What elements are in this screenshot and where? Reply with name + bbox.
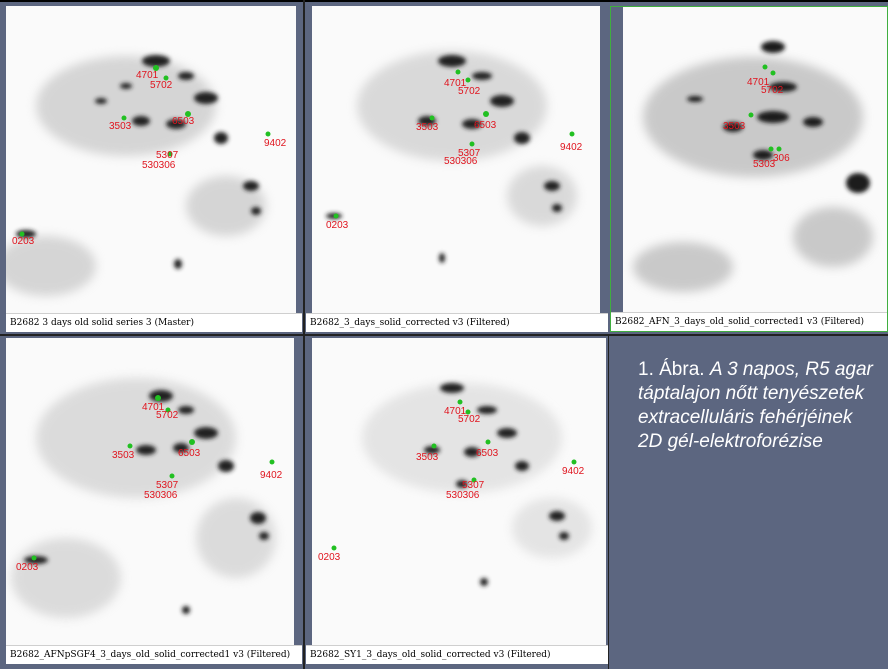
spot-label-3503: 3503 xyxy=(416,122,439,133)
spot-label-6503: 6503 xyxy=(474,120,497,131)
gel-caption-3: B2682_AFN_3_days_old_solid_corrected1 v3… xyxy=(611,312,887,331)
gel-image-5: 4701 5702 6503 3503 9402 5307 530306 020… xyxy=(318,383,592,586)
spot-label-0203: 0203 xyxy=(326,220,349,231)
spot-label-9402: 9402 xyxy=(562,466,585,477)
gel-caption-5: B2682_SY1_3_days_old_solid_corrected v3 … xyxy=(306,645,608,664)
grid-divider-vertical-1 xyxy=(303,0,305,669)
spot-label-0203: 0203 xyxy=(12,236,35,247)
spot-label-4701: 4701 xyxy=(444,406,467,417)
spot-label-4701: 4701 xyxy=(136,70,159,81)
spot-label-530306: 530306 xyxy=(142,160,176,171)
spot-label-4701: 4701 xyxy=(142,402,165,413)
spot-label-5702: 5702 xyxy=(458,86,481,97)
gel-image-2: 4701 5702 6503 3503 9402 5307 530306 020… xyxy=(326,51,583,263)
spot-label-530306: 530306 xyxy=(446,490,480,501)
gel-caption-1: B2682 3 days old solid series 3 (Master) xyxy=(6,313,302,332)
spot-label-5303: 5303 xyxy=(753,159,776,170)
spot-label-6503: 6503 xyxy=(172,116,195,127)
grid-divider-top xyxy=(0,0,888,2)
gel-panel-2: 4701 5702 6503 3503 9402 5307 530306 020… xyxy=(306,6,608,332)
spot-label-9402: 9402 xyxy=(260,470,283,481)
spot-label-4701: 4701 xyxy=(444,78,467,89)
spot-label-530306: 530306 xyxy=(144,490,178,501)
figure-caption-text: A 3 napos, R5 agar táptalajon nőtt tenyé… xyxy=(638,359,873,452)
grid-divider-middle xyxy=(0,334,888,336)
spot-label-5307: 5307 xyxy=(462,480,485,491)
gel-panel-3: 4701 5702 3503 5303 306 B2682_AFN_3_days… xyxy=(610,6,888,332)
gel-image-1: 4701 5702 6503 3503 9402 5307 530306 020… xyxy=(6,55,287,296)
spot-label-6503: 6503 xyxy=(476,448,499,459)
spot-label-3503: 3503 xyxy=(109,121,132,132)
spot-label-5702: 5702 xyxy=(150,80,173,91)
spot-label-5702: 5702 xyxy=(761,85,784,96)
gel-panel-4: 4701 5702 6503 3503 9402 5307 530306 020… xyxy=(6,338,302,664)
spot-label-3503: 3503 xyxy=(723,121,746,132)
spot-label-3503: 3503 xyxy=(416,452,439,463)
gel-image-4: 4701 5702 6503 3503 9402 5307 530306 020… xyxy=(11,378,283,618)
gel-panel-5: 4701 5702 6503 3503 9402 5307 530306 020… xyxy=(306,338,608,664)
spot-label-4701: 4701 xyxy=(747,77,770,88)
spot-label-5702: 5702 xyxy=(458,414,481,425)
spot-label-0203: 0203 xyxy=(318,552,341,563)
spot-label-5307: 5307 xyxy=(458,148,481,159)
spot-label-0203: 0203 xyxy=(16,562,39,573)
spot-label-3503: 3503 xyxy=(112,450,135,461)
figure-caption: 1. Ábra. A 3 napos, R5 agar táptalajon n… xyxy=(638,358,878,454)
gel-caption-4: B2682_AFNpSGF4_3_days_old_solid_correcte… xyxy=(6,645,302,664)
spot-label-306: 306 xyxy=(773,153,790,164)
figure-number: 1. Ábra. xyxy=(638,359,710,380)
gel-caption-2: B2682_3_days_solid_corrected v3 (Filtere… xyxy=(306,313,608,332)
spot-label-5702: 5702 xyxy=(156,410,179,421)
spot-label-5307: 5307 xyxy=(156,480,179,491)
spot-label-530306: 530306 xyxy=(444,156,478,167)
spot-label-9402: 9402 xyxy=(560,142,583,153)
spot-label-6503: 6503 xyxy=(178,448,201,459)
gel-image-3: 4701 5702 3503 5303 306 xyxy=(633,41,873,292)
gel-panel-1: 4701 5702 6503 3503 9402 5307 530306 020… xyxy=(6,6,302,332)
grid-divider-vertical-2 xyxy=(608,336,609,669)
spot-label-9402: 9402 xyxy=(264,138,287,149)
spot-label-5307: 5307 xyxy=(156,150,179,161)
